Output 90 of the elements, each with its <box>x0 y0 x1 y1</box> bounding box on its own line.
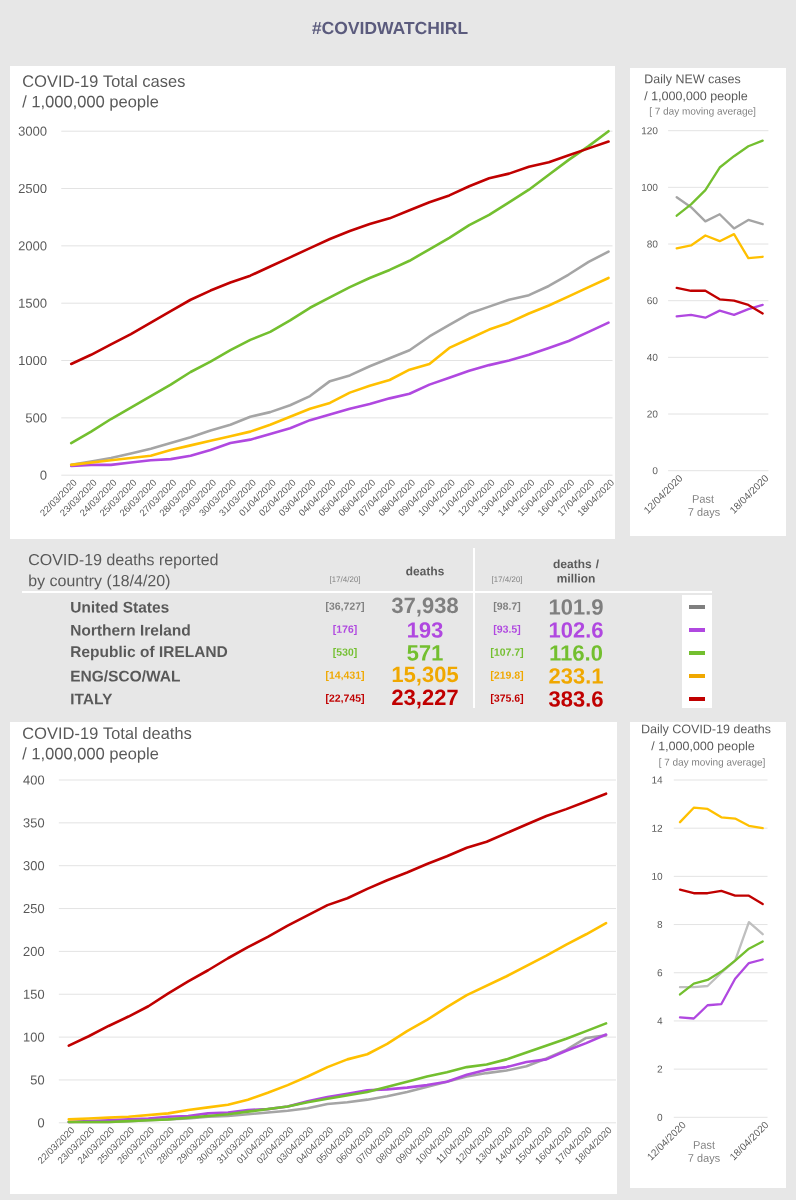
line-series <box>675 232 764 260</box>
text: [ 7 day moving average] <box>649 107 756 117</box>
text: COVID-19 deaths reported <box>29 553 218 569</box>
text: Past <box>692 495 714 503</box>
category-label: Northern Ireland <box>71 624 190 636</box>
text: [17/4/20] <box>330 576 360 584</box>
chart-subtitle: / 1,000,000 people <box>22 747 159 763</box>
y-tick-label: 350 <box>23 818 45 828</box>
y-tick-label: 100 <box>23 1032 45 1042</box>
text: 7 days <box>688 1153 720 1165</box>
y-tick-label: 1500 <box>19 298 47 308</box>
category-label: United States <box>71 601 169 613</box>
text: deaths / million <box>553 559 599 583</box>
category-label: Republic of IRELAND <box>71 645 228 661</box>
line-series <box>675 196 764 230</box>
data-label: [98.7] <box>493 602 521 612</box>
y-tick-label: 14 <box>652 776 663 784</box>
line-series <box>675 139 764 217</box>
data-label: [93.5] <box>493 625 521 635</box>
line-series <box>69 140 610 366</box>
y-tick-label: 60 <box>647 297 658 305</box>
data-label: 116.0 <box>550 645 603 661</box>
y-tick-label: 50 <box>30 1075 45 1085</box>
line-series <box>675 286 764 315</box>
y-tick-label: 100 <box>641 183 658 191</box>
chart-title: COVID-19 Total cases <box>23 74 185 88</box>
category-label: ENG/SCO/WAL <box>71 670 180 682</box>
y-tick-label: 2 <box>657 1065 663 1073</box>
chart-title: Daily COVID-19 deaths <box>642 724 771 736</box>
line-series <box>675 303 764 319</box>
y-tick-label: 2500 <box>18 183 47 194</box>
data-label: 571 <box>407 645 443 661</box>
y-tick-label: 250 <box>23 903 45 914</box>
line-series <box>678 958 764 1020</box>
data-label: [36,727] <box>326 602 364 612</box>
data-label: [176] <box>333 625 357 635</box>
y-tick-label: 0 <box>37 1118 45 1128</box>
y-tick-label: 400 <box>23 775 45 785</box>
y-tick-label: 8 <box>657 921 663 929</box>
line-series <box>69 321 610 468</box>
data-label: 37,938 <box>391 597 458 617</box>
chart-title: Daily NEW cases <box>645 74 741 86</box>
y-tick-label: 200 <box>23 946 45 956</box>
y-tick-label: 3000 <box>18 126 47 136</box>
y-tick-label: 150 <box>23 989 45 999</box>
text: [17/4/20] <box>492 576 523 584</box>
line-series <box>69 129 610 445</box>
line-series <box>678 920 764 989</box>
y-tick-label: 4 <box>657 1017 663 1025</box>
data-label: 193 <box>408 622 443 638</box>
y-tick-label: 12 <box>652 824 663 832</box>
data-label: 383.6 <box>548 691 603 707</box>
text: #COVIDWATCHIRL <box>312 21 468 35</box>
data-label: [22,745] <box>326 694 364 704</box>
line-series <box>678 940 764 996</box>
y-tick-label: 2000 <box>18 241 47 251</box>
data-label: 15,305 <box>392 666 459 686</box>
chart-subtitle: / 1,000,000 people <box>651 741 755 753</box>
data-label: [14,431] <box>326 671 364 681</box>
chart-title: COVID-19 Total deaths <box>23 726 192 740</box>
data-label: 233.1 <box>549 668 603 684</box>
line-series <box>678 806 764 830</box>
y-tick-label: 0 <box>40 470 47 480</box>
y-tick-label: 300 <box>23 861 45 871</box>
category-label: ITALY <box>71 693 113 705</box>
data-label: 102.6 <box>549 622 603 638</box>
text: deaths <box>406 566 444 576</box>
y-tick-label: 120 <box>641 127 658 135</box>
text: by country (18/4/20) <box>29 574 170 590</box>
y-tick-label: 6 <box>657 969 663 977</box>
y-tick-label: 10 <box>652 872 663 880</box>
data-label: [530] <box>333 648 357 658</box>
chart-subtitle: / 1,000,000 people <box>22 95 159 111</box>
data-label: 101.9 <box>549 599 603 615</box>
line-series <box>678 888 764 906</box>
y-tick-label: 0 <box>657 1113 663 1121</box>
text: [ 7 day moving average] <box>659 758 765 768</box>
data-label: [107.7] <box>490 648 524 658</box>
y-tick-label: 20 <box>647 410 658 418</box>
y-tick-label: 1000 <box>19 355 47 366</box>
data-label: [219.8] <box>490 671 524 681</box>
chart-subtitle: / 1,000,000 people <box>644 91 748 103</box>
y-tick-label: 40 <box>647 353 658 361</box>
y-tick-label: 500 <box>25 413 47 423</box>
y-tick-label: 80 <box>647 240 658 248</box>
data-label: [375.6] <box>490 694 524 704</box>
y-tick-label: 0 <box>652 467 658 475</box>
text: 7 days <box>688 507 720 519</box>
data-label: 23,227 <box>392 689 458 709</box>
text: Past <box>693 1141 715 1149</box>
